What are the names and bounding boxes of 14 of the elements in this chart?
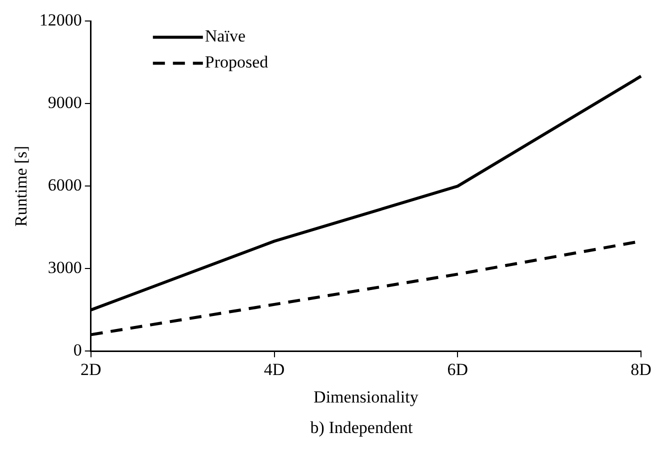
- y-tick-label: 3000: [48, 258, 82, 278]
- y-tick-label: 6000: [48, 176, 82, 195]
- x-tick-label: 4D: [264, 360, 285, 379]
- x-axis-title: Dimensionality: [314, 387, 419, 406]
- text: b) Independent: [309, 418, 414, 438]
- x-tick-label: 2D: [80, 360, 102, 379]
- y-tick-label: 9000: [48, 93, 82, 112]
- y-axis-title: Runtime [s]: [12, 146, 31, 227]
- legend-label: Proposed: [204, 52, 269, 72]
- x-tick-label: 8D: [630, 360, 652, 379]
- x-tick-label: 6D: [447, 360, 468, 379]
- y-tick-label: 0: [73, 340, 82, 360]
- y-tick-label: 12000: [39, 10, 82, 30]
- legend-label: Naïve: [204, 26, 246, 46]
